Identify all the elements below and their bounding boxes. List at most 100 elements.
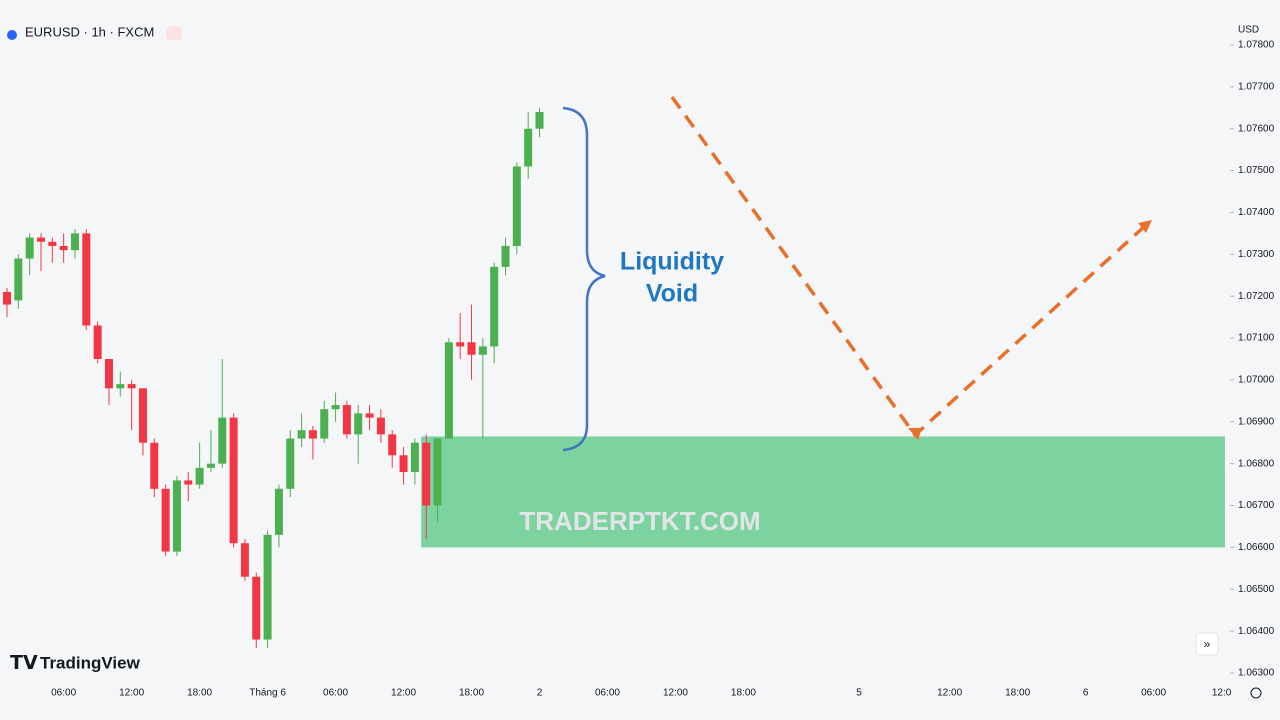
candle-body	[48, 241, 57, 246]
candle-body	[218, 417, 227, 464]
candle-body	[331, 405, 340, 410]
candle-body	[410, 442, 419, 473]
x-tick-label: 12:00	[663, 688, 688, 699]
y-tick-label: 1.06600	[1238, 542, 1275, 553]
x-tick-label: 06:00	[51, 688, 76, 699]
x-tick-label: 5	[856, 688, 862, 699]
brand: TradingView	[40, 653, 141, 672]
y-tick-label: 1.07600	[1238, 123, 1275, 134]
y-tick-label: 1.07400	[1238, 207, 1275, 218]
candle-body	[59, 245, 68, 251]
candle-body	[524, 128, 533, 167]
symbol-icon	[7, 30, 17, 40]
candle-body	[195, 467, 204, 485]
candle-body	[535, 111, 544, 129]
status-icon	[166, 26, 182, 40]
candle-body	[172, 480, 181, 552]
candle-body	[297, 430, 306, 439]
arrow-head	[908, 428, 922, 440]
symbol: EURUSD · 1h · FXCM	[25, 24, 154, 39]
y-tick-label: 1.07000	[1238, 375, 1275, 386]
y-tick-label: 1.06900	[1238, 416, 1275, 427]
brace	[562, 106, 606, 452]
candle-body	[206, 463, 215, 468]
candle-body	[286, 438, 295, 489]
candle-body	[444, 342, 453, 439]
candle-body	[184, 480, 193, 485]
y-tick-label: 1.06500	[1238, 584, 1275, 595]
scroll-icon[interactable]: »	[1204, 637, 1211, 651]
x-tick-label: 06:00	[323, 688, 348, 699]
settings-icon[interactable]	[1250, 687, 1262, 699]
candle-body	[252, 576, 261, 640]
candle-body	[263, 534, 272, 640]
x-tick-label: 18:00	[731, 688, 756, 699]
liquidity-zone	[421, 436, 1226, 548]
x-tick-label: 6	[1083, 688, 1089, 699]
annotation-line: Void	[646, 280, 698, 308]
y-tick-label: 1.06300	[1238, 668, 1275, 679]
candle-body	[501, 245, 510, 267]
currency: USD	[1238, 25, 1259, 36]
candle-body	[399, 455, 408, 473]
candle-body	[127, 384, 136, 389]
candle-body	[376, 417, 385, 435]
annotation-line: Liquidity	[620, 248, 724, 276]
candle-body	[433, 438, 442, 506]
x-tick-label: 06:00	[1141, 688, 1166, 699]
candle-body	[138, 388, 147, 443]
y-tick-label: 1.07200	[1238, 291, 1275, 302]
y-tick-label: 1.06800	[1238, 458, 1275, 469]
y-tick-label: 1.06700	[1238, 500, 1275, 511]
candle-body	[354, 413, 363, 435]
zone-layer	[421, 436, 1226, 548]
candle-body	[478, 346, 487, 355]
candle-body	[365, 413, 374, 418]
candle-body	[422, 442, 431, 506]
candle-body	[308, 430, 317, 439]
x-tick-label: 2	[537, 688, 543, 699]
candle-body	[320, 409, 329, 439]
plot-layer	[3, 107, 544, 648]
x-tick-label: Tháng 6	[249, 688, 286, 699]
candle-body	[93, 325, 102, 359]
x-tick-label: 12:00	[937, 688, 962, 699]
x-tick-label: 18:00	[1005, 688, 1030, 699]
watermark: TRADERPTKT.COM	[519, 506, 760, 536]
candle-body	[36, 237, 45, 242]
candle-body	[229, 417, 238, 544]
y-tick-label: 1.07700	[1238, 82, 1275, 93]
candle-body	[25, 237, 34, 259]
candle-body	[490, 266, 499, 347]
candle-body	[104, 359, 113, 389]
y-tick-label: 1.07300	[1238, 249, 1275, 260]
candle-body	[161, 488, 170, 552]
candle-body	[150, 442, 159, 489]
candle-body	[14, 258, 23, 301]
arrow-head	[1138, 220, 1152, 233]
x-tick-label: 18:00	[459, 688, 484, 699]
x-tick-label: 12:0	[1212, 688, 1232, 699]
x-tick-label: 12:00	[119, 688, 144, 699]
candle-body	[274, 488, 283, 535]
candle-body	[70, 233, 79, 251]
y-tick-label: 1.07500	[1238, 165, 1275, 176]
candle-body	[116, 384, 125, 389]
candle-body	[82, 233, 91, 326]
y-tick-label: 1.06400	[1238, 626, 1275, 637]
candle-body	[342, 405, 351, 435]
candle-body	[240, 543, 249, 577]
candle-body	[3, 292, 11, 305]
x-tick-label: 18:00	[187, 688, 212, 699]
candle-body	[512, 166, 521, 246]
x-tick-label: 12:00	[391, 688, 416, 699]
scroll-button[interactable]	[1195, 632, 1219, 656]
brand-logo: 𝗧𝗩	[10, 653, 38, 674]
candle-body	[467, 342, 476, 355]
candle-body	[388, 434, 397, 456]
candle-body	[456, 342, 465, 347]
x-tick-label: 06:00	[595, 688, 620, 699]
